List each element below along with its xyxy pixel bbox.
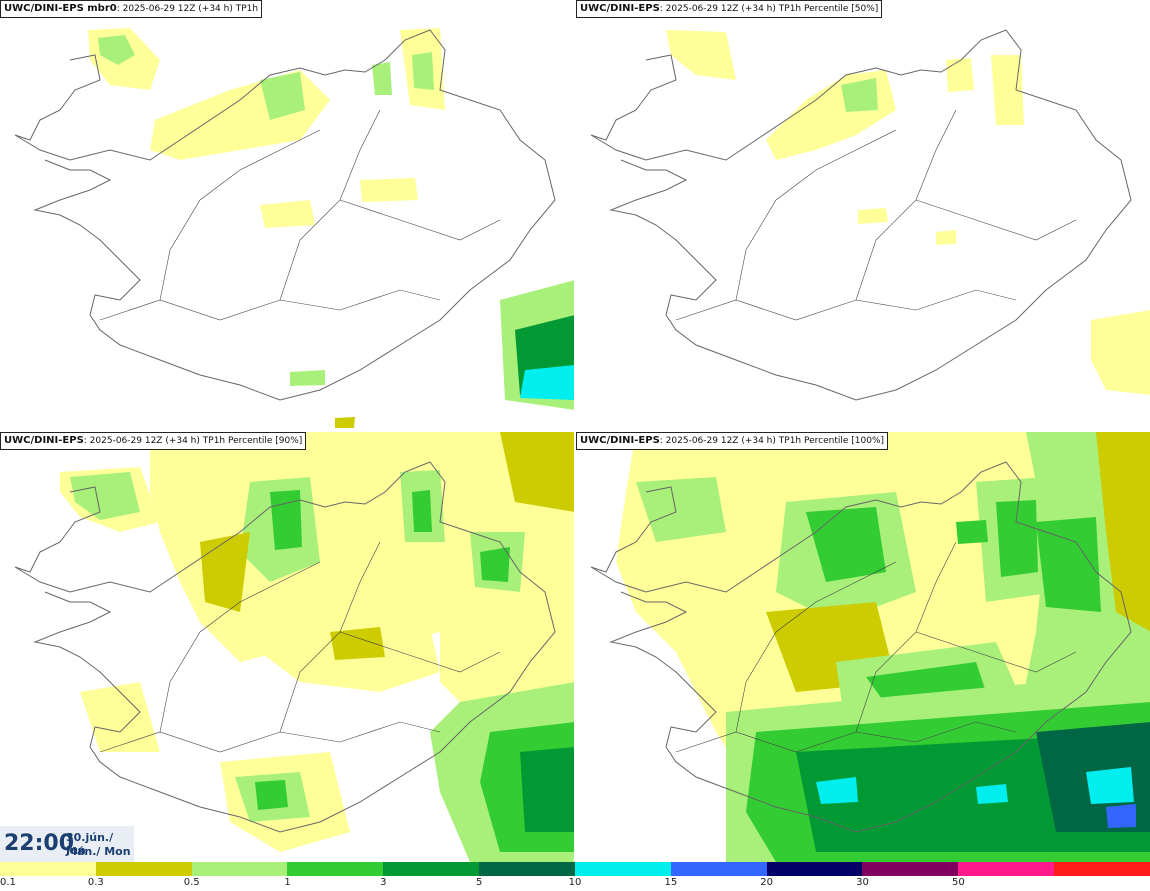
precip-map-mbr0 xyxy=(14,28,575,428)
precip-map-p100 xyxy=(590,432,1150,862)
legend-swatch xyxy=(1054,862,1150,876)
panel-run: 2025-06-29 12Z (+34 h) xyxy=(122,4,233,14)
panel-model: UWC/DINI-EPS xyxy=(4,435,84,446)
map-panel-p90: UWC/DINI-EPS: 2025-06-29 12Z (+34 h) TP1… xyxy=(0,432,575,862)
precip-map-p50 xyxy=(590,29,1150,401)
legend-label: 3 xyxy=(380,877,387,888)
iceland-coastline xyxy=(14,461,556,833)
road-network xyxy=(99,541,501,753)
panel-model: UWC/DINI-EPS xyxy=(580,435,660,446)
panel-field: TP1h Percentile [100%] xyxy=(778,436,885,446)
legend-swatch xyxy=(574,862,671,876)
legend-label: 50 xyxy=(951,877,965,888)
panel-field: TP1h Percentile [90%] xyxy=(202,436,303,446)
iceland-coastline xyxy=(590,29,1132,401)
valid-date-line1: 30.jún./ Jun xyxy=(66,831,114,857)
map-panel-p50: UWC/DINI-EPS: 2025-06-29 12Z (+34 h) TP1… xyxy=(576,0,1150,430)
panel-title: UWC/DINI-EPS: 2025-06-29 12Z (+34 h) TP1… xyxy=(0,432,307,450)
color-legend: 0.1 0.3 0.5 1 3 5 10 15 20 30 50 xyxy=(0,862,1150,891)
legend-label: 20 xyxy=(760,877,774,888)
precip-field xyxy=(666,30,1150,395)
precip-field xyxy=(88,28,575,428)
legend-swatch xyxy=(479,862,575,876)
legend-swatch xyxy=(95,862,192,876)
precip-field xyxy=(616,432,1150,862)
iceland-coastline xyxy=(14,29,556,401)
legend-label: 30 xyxy=(856,877,869,888)
panel-title: UWC/DINI-EPS: 2025-06-29 12Z (+34 h) TP1… xyxy=(576,432,889,450)
panel-model: UWC/DINI-EPS xyxy=(580,3,660,14)
legend-swatch xyxy=(670,862,767,876)
panel-title: UWC/DINI-EPS: 2025-06-29 12Z (+34 h) TP1… xyxy=(576,0,883,18)
legend-label: 10 xyxy=(568,877,582,888)
map-panel-mbr0: UWC/DINI-EPS mbr0: 2025-06-29 12Z (+34 h… xyxy=(0,0,575,430)
panel-run: 2025-06-29 12Z (+34 h) xyxy=(89,436,200,446)
panel-title: UWC/DINI-EPS mbr0: 2025-06-29 12Z (+34 h… xyxy=(0,0,263,18)
legend-labels: 0.1 0.3 0.5 1 3 5 10 15 20 30 50 xyxy=(0,877,1150,891)
precip-map-p90 xyxy=(14,432,575,862)
panel-run: 2025-06-29 12Z (+34 h) xyxy=(665,436,776,446)
road-network xyxy=(675,109,1077,321)
legend-swatch xyxy=(191,862,288,876)
map-panel-p100: UWC/DINI-EPS: 2025-06-29 12Z (+34 h) TP1… xyxy=(576,432,1150,862)
legend-swatch xyxy=(383,862,480,876)
legend-label: 0.3 xyxy=(87,877,104,888)
legend-swatch xyxy=(958,862,1055,876)
road-network xyxy=(675,541,1077,753)
panel-field: TP1h xyxy=(235,4,259,14)
legend-label: 0.1 xyxy=(0,877,16,888)
legend-swatch xyxy=(0,862,96,876)
panel-field: TP1h Percentile [50%] xyxy=(778,4,879,14)
valid-time: 22:00 xyxy=(4,831,75,856)
legend-label: 1 xyxy=(284,877,291,888)
iceland-coastline xyxy=(590,461,1132,833)
valid-date-line2: Mán./ Mon xyxy=(66,845,131,858)
road-network xyxy=(99,109,501,321)
precip-field xyxy=(60,432,575,862)
panel-divider-horizontal xyxy=(0,430,1150,432)
legend-swatch xyxy=(862,862,959,876)
legend-color-bar xyxy=(0,862,1150,876)
legend-swatch xyxy=(766,862,863,876)
panel-model: UWC/DINI-EPS mbr0 xyxy=(4,3,117,14)
legend-label: 0.5 xyxy=(183,877,200,888)
panel-run: 2025-06-29 12Z (+34 h) xyxy=(665,4,776,14)
legend-label: 5 xyxy=(475,877,483,888)
valid-time-box: 22:00 30.jún./ Jun Mán./ Mon xyxy=(0,826,134,862)
legend-label: 15 xyxy=(664,877,678,888)
legend-swatch xyxy=(287,862,384,876)
